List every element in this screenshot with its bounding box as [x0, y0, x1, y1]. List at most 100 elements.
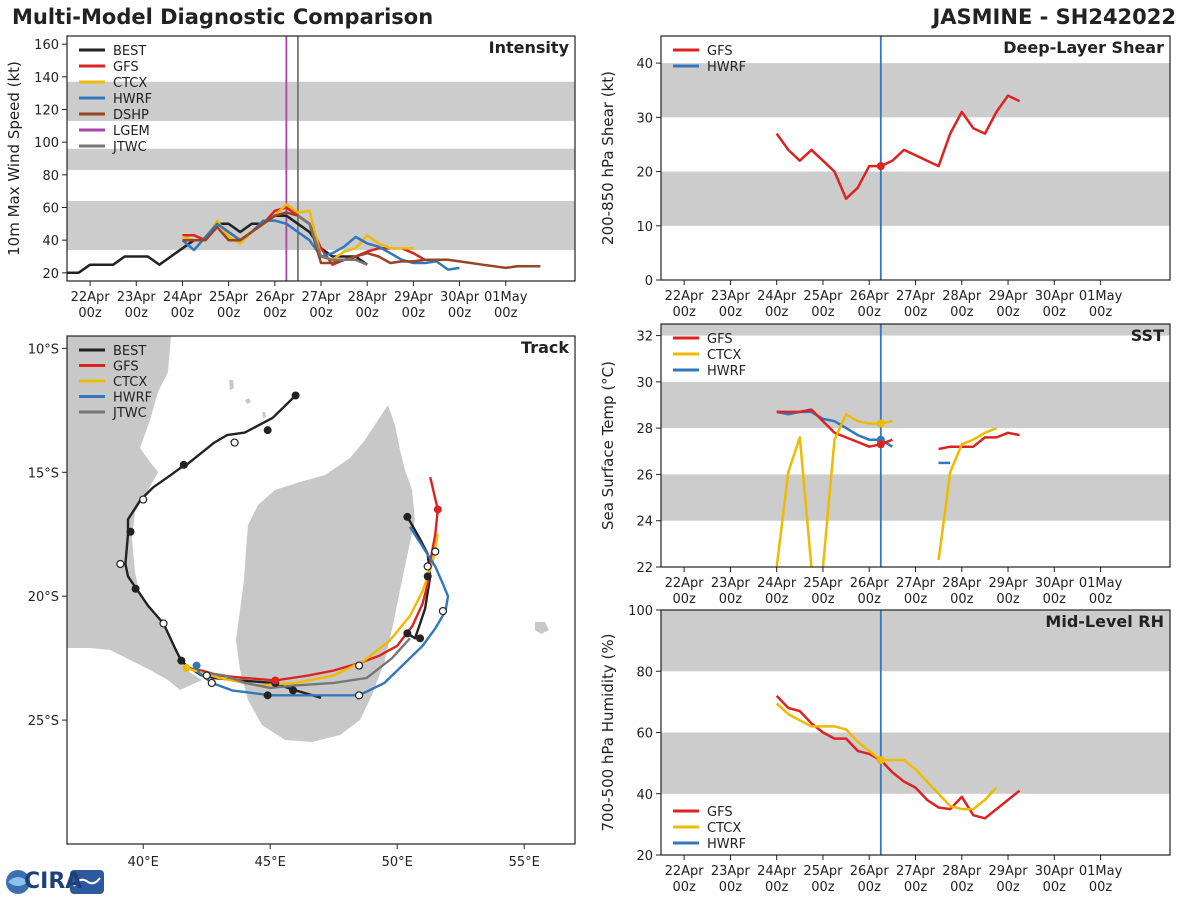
x-tick-label-hour: 00z	[719, 305, 743, 320]
track-point-open	[116, 559, 125, 569]
y-axis-label: 10m Max Wind Speed (kt)	[5, 61, 23, 256]
madagascar	[236, 405, 415, 742]
legend-label: HWRF	[113, 92, 152, 107]
shaded-band	[661, 324, 1170, 336]
x-tick-label-date: 25Apr	[803, 576, 843, 591]
x-tick-label-hour: 00z	[719, 880, 743, 895]
shaded-band	[661, 610, 1170, 672]
panel-shear: 01020304022Apr00z23Apr00z24Apr00z25Apr00…	[599, 35, 1171, 320]
x-tick-label-date: 28Apr	[942, 289, 982, 304]
x-tick-label-hour: 00z	[672, 305, 696, 320]
panel-intensity: 2040608010012014016022Apr00z23Apr00z24Ap…	[5, 35, 576, 321]
x-tick-label-hour: 00z	[765, 305, 789, 320]
series-gfs	[775, 94, 1021, 200]
legend-label: JTWC	[112, 140, 147, 155]
x-tick-label-date: 26Apr	[850, 289, 890, 304]
y-tick-label: 30	[636, 376, 653, 391]
track-point	[403, 629, 412, 638]
legend-label: BEST	[113, 344, 146, 359]
plot-frame	[660, 35, 1171, 281]
legend-label: GFS	[113, 360, 139, 375]
y-tick-label: 40	[42, 234, 59, 249]
y-tick-label: 10°S	[28, 342, 59, 357]
panel-title: Deep-Layer Shear	[1003, 38, 1164, 57]
y-tick-label: 20	[636, 849, 653, 864]
x-tick-label-hour: 00z	[494, 306, 518, 321]
x-tick-label-hour: 00z	[309, 306, 333, 321]
series-ctcx	[775, 702, 998, 811]
y-tick-label: 140	[34, 71, 59, 86]
storm-id-title: JASMINE - SH242022	[930, 5, 1176, 29]
track-point-open	[139, 495, 148, 504]
plot-frame	[660, 323, 1171, 568]
x-tick-label-date: 24Apr	[757, 864, 797, 879]
x-tick-label: 55°E	[509, 855, 540, 870]
track-point	[179, 460, 188, 469]
x-tick-label-date: 22Apr	[71, 290, 111, 305]
legend-label: HWRF	[113, 391, 152, 406]
x-tick-label-date: 22Apr	[665, 289, 705, 304]
plot-frame	[660, 609, 1171, 856]
y-axis-label: 200-850 hPa Shear (kt)	[599, 71, 617, 245]
x-tick-label-hour: 00z	[1089, 305, 1113, 320]
x-tick-label-hour: 00z	[765, 592, 789, 607]
mauritius-island	[535, 622, 549, 634]
shaded-band	[661, 171, 1170, 226]
x-tick-label-hour: 00z	[672, 880, 696, 895]
x-tick-label-hour: 00z	[904, 880, 928, 895]
x-tick-label-date: 25Apr	[209, 290, 249, 305]
x-tick-label-date: 22Apr	[665, 576, 705, 591]
x-tick-label-date: 30Apr	[440, 290, 480, 305]
track-point-open	[438, 606, 448, 616]
series-jtwc	[297, 214, 368, 266]
shaded-band	[661, 63, 1170, 118]
track-point	[192, 661, 201, 670]
x-tick-label-hour: 00z	[1043, 880, 1067, 895]
y-tick-label: 20°S	[28, 590, 59, 605]
y-axis-label: Sea Surface Temp (°C)	[599, 361, 617, 530]
x-tick-label-date: 27Apr	[301, 290, 341, 305]
track-landmass	[67, 336, 549, 742]
x-tick-label-date: 23Apr	[711, 864, 751, 879]
track-point	[433, 505, 442, 514]
legend-label: GFS	[113, 60, 139, 75]
x-tick-label-date: 23Apr	[117, 290, 157, 305]
panel-title: SST	[1131, 326, 1164, 345]
x-tick-label-hour: 00z	[811, 592, 835, 607]
x-tick-label-date: 30Apr	[1035, 864, 1075, 879]
mayotte-island	[262, 412, 266, 418]
figure-title: Multi-Model Diagnostic Comparison	[12, 5, 433, 29]
x-tick-label-date: 22Apr	[665, 864, 705, 879]
x-tick-label-date: 29Apr	[989, 576, 1029, 591]
logo-text: CIRA	[24, 869, 83, 894]
x-tick-label-hour: 00z	[811, 880, 835, 895]
legend-label: GFS	[707, 332, 733, 347]
y-tick-label: 0	[645, 274, 653, 289]
legend-label: HWRF	[707, 837, 746, 852]
x-tick-label-date: 23Apr	[711, 289, 751, 304]
shaded-band	[661, 381, 1170, 429]
y-tick-label: 22	[636, 561, 653, 576]
x-tick-label-hour: 00z	[858, 880, 882, 895]
legend-label: CTCX	[707, 821, 741, 836]
comoros-island	[229, 380, 234, 390]
series-gfs	[775, 694, 1021, 820]
series-dshp	[182, 211, 541, 270]
track-point	[416, 634, 425, 643]
track-point	[271, 676, 280, 685]
x-tick-label-date: 28Apr	[348, 290, 388, 305]
y-axis-label: 700-500 hPa Humidity (%)	[599, 633, 617, 831]
x-tick-label-hour: 00z	[811, 305, 835, 320]
x-tick-label-date: 28Apr	[942, 576, 982, 591]
series-marker	[876, 419, 885, 428]
africa-coast	[67, 336, 202, 690]
y-tick-label: 28	[636, 422, 653, 437]
y-tick-label: 160	[34, 38, 59, 53]
y-tick-label: 40	[636, 57, 653, 72]
x-tick-label-date: 01May	[484, 290, 528, 305]
track-jtwc	[206, 637, 411, 690]
x-tick-label-hour: 00z	[950, 305, 974, 320]
x-tick-label-date: 27Apr	[896, 289, 936, 304]
